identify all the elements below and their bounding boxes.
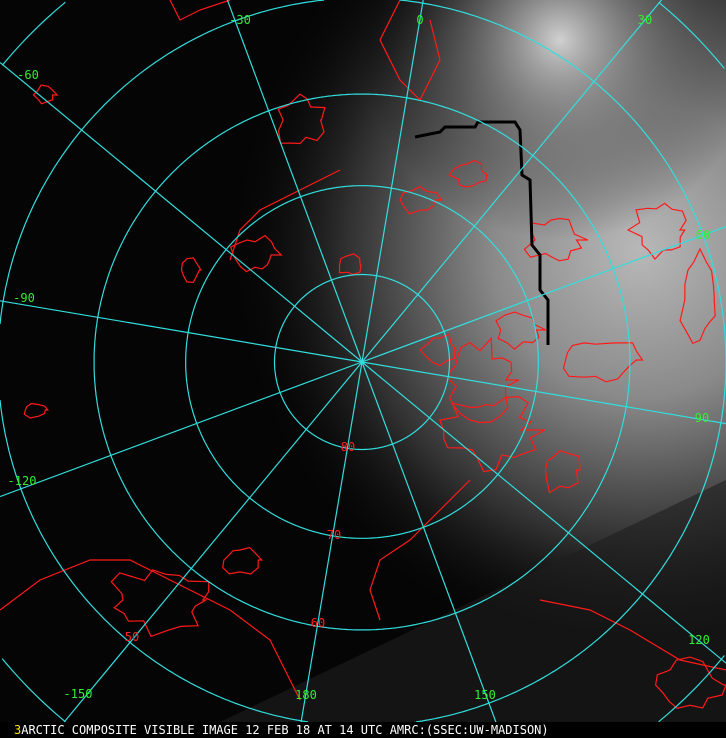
meridian-30 [361,0,662,363]
coastline-segment [277,93,326,145]
latitude-label: 50 [125,630,139,644]
lat-lon-grid [0,0,726,722]
coastline-segment [626,202,687,261]
coastline-segment [110,569,210,638]
latitude-label: 80 [341,440,355,454]
coastline-segment [654,656,726,709]
longitude-label: 60 [696,228,710,242]
coastline-segment [448,159,489,188]
meridian--90 [0,300,363,363]
coastline-segment [679,247,716,345]
coastline-segment [180,257,202,284]
longitude-label: -30 [229,13,251,27]
coastline-segment [544,449,581,494]
parallel-50 [399,0,726,362]
latitude-label: 60 [311,616,325,630]
parallel-40 [658,1,725,69]
meridian-0 [361,0,424,363]
caption-text: ARCTIC COMPOSITE VISIBLE IMAGE 12 FEB 18… [21,723,549,737]
parallel-70 [185,185,539,539]
parallel-50 [0,399,309,722]
meridian-180 [300,361,363,722]
coastline-segment [338,253,362,276]
coastline-segment [399,185,443,215]
grid-labels: 0 30 60 90 120 150 180 -150 -120 -90 -60 -30 80 70 60 5… [8,13,711,702]
coastline-segment [169,0,231,21]
coastlines [0,0,726,709]
parallel-40 [658,655,725,722]
longitude-label: 30 [638,13,652,27]
longitude-label: 120 [688,633,710,647]
longitude-label: 150 [474,688,496,702]
coastline-segment [23,402,50,419]
coastline-segment [222,546,263,575]
longitude-label: -90 [13,291,35,305]
longitude-label: 90 [695,411,709,425]
parallel-40 [1,658,66,722]
meridian--60 [0,62,363,363]
coastline-segment [369,479,471,621]
longitude-label: -120 [8,474,37,488]
coastline-segment [229,234,283,273]
composite-seam-region [220,480,726,722]
longitude-label: 0 [416,13,423,27]
parallel-80 [273,273,451,451]
parallel-40 [1,1,66,66]
meridian--150 [63,361,363,722]
parallel-50 [415,362,726,722]
meridian-60 [361,226,726,363]
coastline-segment [32,84,59,105]
meridian-120 [361,361,726,664]
meridian-90 [361,361,726,425]
coastline-segment [379,0,441,102]
longitude-label: 180 [295,688,317,702]
longitude-label: -60 [17,68,39,82]
parallel-50 [0,0,325,325]
longitude-label: -150 [64,687,93,701]
meridian--120 [0,361,363,498]
polar-map-canvas: 0 30 60 90 120 150 180 -150 -120 -90 -60 -30 80 70 60 5… [0,0,726,722]
coastline-segment [438,395,546,473]
coastline-segment [419,333,458,367]
meridian--30 [226,0,363,363]
coastline-segment [523,217,589,262]
image-caption: 3ARCTIC COMPOSITE VISIBLE IMAGE 12 FEB 1… [0,722,726,738]
latitude-label: 70 [327,528,341,542]
parallel-60 [93,93,631,631]
coastline-segment [448,336,520,424]
missing-data-boundary [414,120,550,345]
meridian-150 [361,361,497,722]
coastline-segment [539,599,726,671]
frame-number: 3 [14,723,22,737]
coastline-segment [0,559,301,701]
coastline-segment [229,169,341,261]
